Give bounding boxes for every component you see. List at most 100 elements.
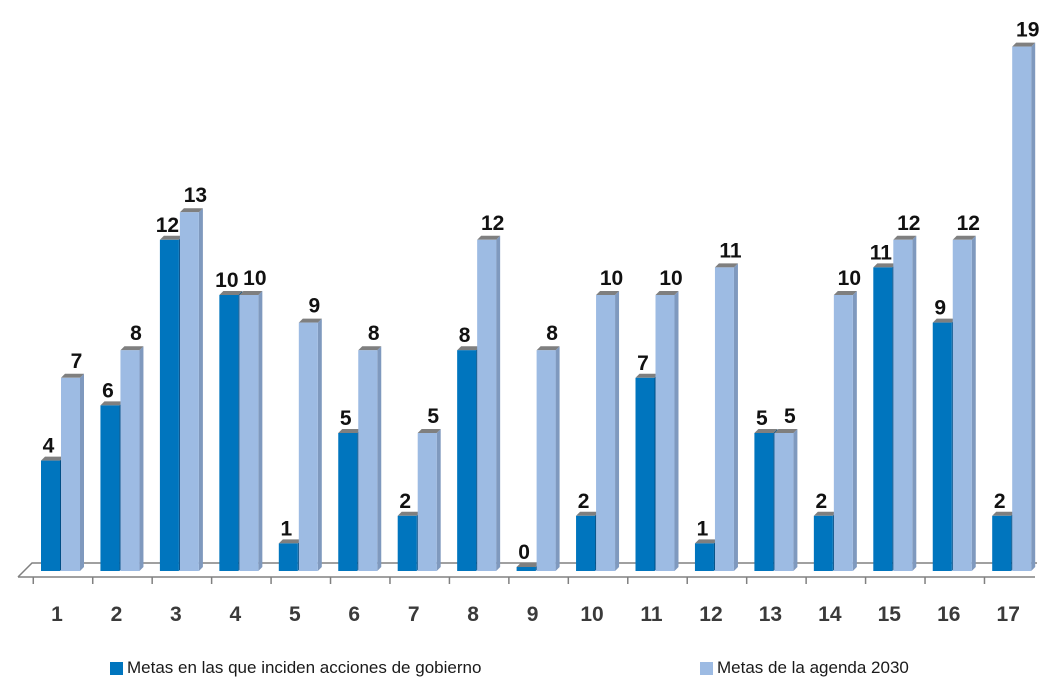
bar-series-1-top: [873, 263, 897, 268]
bar-series-1: [813, 515, 833, 571]
data-label-series-2: 10: [600, 267, 623, 290]
bar-series-2-top: [714, 263, 738, 268]
data-label-series-2: 8: [130, 322, 142, 345]
bar-series-2: [417, 433, 437, 571]
bar-series-2-side: [1031, 42, 1036, 572]
bar-series-2-side: [912, 235, 917, 572]
data-label-series-1: 8: [459, 324, 471, 347]
bar-series-2-top: [358, 346, 382, 351]
data-label-series-1: 2: [399, 490, 411, 513]
bar-series-1-top: [932, 318, 956, 323]
bar-series-1: [873, 267, 893, 571]
data-label-series-2: 12: [897, 212, 920, 235]
bar-series-1-top: [694, 539, 718, 544]
bar-series-2: [833, 295, 853, 571]
data-label-series-1: 5: [340, 407, 352, 430]
data-label-series-1: 0: [518, 541, 530, 564]
legend-item-series-1: Metas en las que inciden acciones de gob…: [110, 658, 481, 678]
bar-series-2-top: [179, 208, 203, 213]
bar-series-2-top: [833, 291, 857, 295]
x-tick-label: 11: [640, 603, 663, 626]
data-label-series-2: 5: [784, 405, 796, 428]
bar-series-2-top: [298, 318, 322, 323]
data-label-series-2: 13: [184, 184, 207, 207]
x-tick-label: 14: [818, 603, 842, 626]
legend-label-series-1: Metas en las que inciden acciones de gob…: [127, 658, 482, 677]
bar-series-2-side: [852, 291, 857, 571]
data-label-series-2: 8: [368, 322, 380, 345]
legend-swatch-series-2: [700, 661, 713, 675]
x-tick-label: 13: [759, 603, 782, 626]
bar-series-1-top: [338, 429, 362, 433]
bar-series-1-top: [992, 511, 1016, 516]
bar-series-1: [932, 322, 952, 571]
bar-series-1-top: [41, 456, 64, 461]
data-label-series-1: 10: [215, 269, 238, 292]
bar-series-1: [576, 515, 596, 571]
bar-series-2: [655, 295, 675, 571]
bar-series-2: [893, 239, 913, 572]
bar-series-2-side: [496, 235, 501, 572]
bar-series-1: [516, 567, 536, 571]
bar-series-2: [358, 350, 378, 571]
data-label-series-1: 9: [934, 297, 946, 320]
data-label-series-2: 5: [427, 405, 439, 428]
data-label-series-2: 11: [719, 239, 742, 262]
x-tick-label: 5: [289, 603, 301, 626]
bar-series-2-top: [417, 429, 441, 433]
bar-series-2: [477, 239, 497, 572]
bar-series-2-top: [952, 235, 976, 240]
bar-series-1-top: [576, 511, 600, 516]
bar-series-2-side: [436, 429, 441, 571]
x-tick-label: 12: [699, 603, 722, 626]
data-label-series-1: 2: [994, 490, 1006, 513]
bar-series-1: [694, 543, 714, 571]
x-tick-label: 4: [230, 603, 242, 626]
bar-series-1: [635, 377, 655, 571]
data-label-series-2: 19: [1016, 19, 1039, 42]
bar-series-2-top: [655, 291, 679, 295]
data-label-series-1: 2: [578, 490, 590, 513]
bar-series-2: [774, 433, 794, 571]
x-tick-label: 3: [170, 603, 182, 626]
data-label-series-2: 9: [308, 295, 320, 318]
x-tick-label: 9: [527, 603, 539, 626]
bar-series-2-side: [555, 346, 560, 571]
data-label-series-2: 10: [838, 267, 861, 290]
bar-series-2-top: [536, 346, 560, 351]
legend-label-series-2: Metas de la agenda 2030: [717, 658, 909, 677]
bar-series-2-top: [774, 429, 798, 433]
bar-series-1: [338, 433, 358, 571]
x-tick-label: 8: [467, 603, 479, 626]
data-label-series-1: 2: [816, 490, 828, 513]
bar-series-2: [61, 377, 80, 571]
bar-series-2: [714, 267, 734, 571]
data-label-series-2: 10: [243, 267, 266, 290]
bar-series-1: [278, 543, 298, 571]
x-tick-label: 10: [580, 603, 603, 626]
data-label-series-1: 6: [102, 379, 114, 402]
bar-series-1-top: [813, 511, 837, 516]
bar-series-1-top: [457, 346, 481, 351]
data-label-series-2: 10: [659, 267, 682, 290]
data-label-series-2: 8: [546, 322, 558, 345]
bar-series-1-top: [754, 429, 778, 433]
data-label-series-1: 4: [43, 435, 55, 458]
data-label-series-1: 11: [870, 241, 893, 264]
bar-series-2-top: [120, 346, 144, 351]
bar-series-1: [159, 239, 179, 572]
x-tick-label: 2: [111, 603, 123, 626]
bar-series-2: [298, 322, 318, 571]
bar-series-1: [992, 515, 1012, 571]
legend-item-series-2: Metas de la agenda 2030: [700, 658, 909, 678]
data-label-series-1: 1: [280, 517, 292, 540]
bar-series-2: [239, 295, 259, 571]
bar-series-1-top: [219, 291, 243, 295]
bar-series-2-side: [198, 208, 203, 571]
bar-series-2: [596, 295, 616, 571]
bar-series-2: [120, 350, 140, 571]
bar-series-1-top: [397, 511, 421, 516]
bar-series-2-side: [793, 429, 798, 571]
